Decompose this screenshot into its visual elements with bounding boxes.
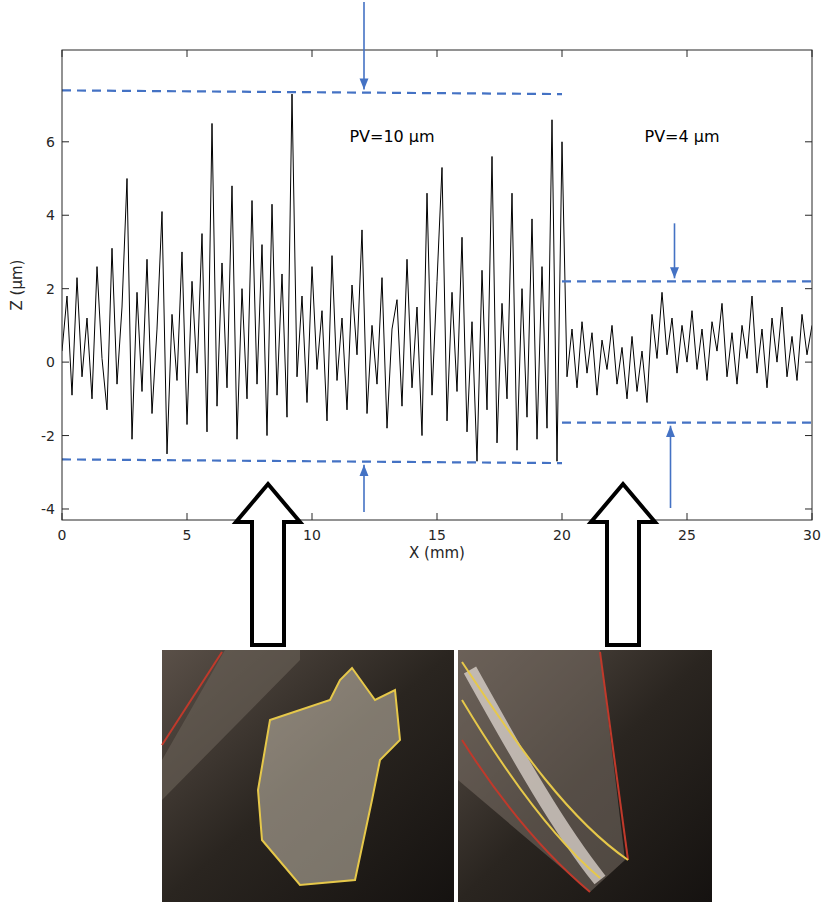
x-tick-label: 25 — [678, 527, 696, 543]
pointer-arrow — [363, 465, 365, 512]
y-tick — [805, 215, 812, 216]
annotation-background — [346, 126, 437, 147]
y-tick — [62, 141, 69, 142]
y-tick — [62, 435, 69, 436]
y-axis-label: Z (µm) — [8, 260, 26, 311]
micrograph-background — [162, 650, 454, 902]
x-tick-label: 30 — [803, 527, 821, 543]
pv-line — [62, 90, 562, 94]
x-tick — [562, 513, 563, 520]
y-tick — [62, 362, 69, 363]
y-tick — [805, 141, 812, 142]
x-tick-label: 5 — [183, 527, 192, 543]
x-tick — [687, 50, 688, 57]
x-tick-label: 20 — [553, 527, 571, 543]
pv-line — [62, 459, 562, 463]
tool-edge — [462, 740, 590, 892]
y-tick — [805, 288, 812, 289]
x-tick — [187, 50, 188, 57]
x-tick-label: 15 — [428, 527, 446, 543]
x-tick — [62, 513, 63, 520]
annotation-background — [641, 126, 722, 147]
x-tick — [812, 513, 813, 520]
y-tick — [62, 288, 69, 289]
wear-region — [258, 668, 400, 885]
x-tick — [562, 50, 563, 57]
plot-area — [62, 50, 812, 520]
pointer-arrow — [363, 2, 365, 90]
pv-line — [562, 280, 812, 282]
pv-line — [562, 422, 812, 424]
x-tick-label: 0 — [58, 527, 67, 543]
y-tick-label: -2 — [41, 428, 55, 444]
x-tick — [437, 50, 438, 57]
plot-frame — [62, 50, 812, 520]
x-tick — [62, 50, 63, 57]
x-tick — [687, 513, 688, 520]
x-tick — [812, 50, 813, 57]
y-tick-label: 4 — [46, 207, 55, 223]
y-tick — [62, 508, 69, 509]
pointer-arrow — [674, 223, 676, 278]
micrograph — [162, 650, 454, 902]
profile-line — [62, 94, 812, 461]
pv-annotation: PV=10 µm — [349, 127, 434, 146]
pointer-arrow — [670, 426, 672, 508]
y-tick — [805, 508, 812, 509]
wear-region — [462, 700, 600, 878]
data-group — [62, 94, 812, 461]
micrograph-background — [458, 650, 712, 902]
tool-edge — [600, 652, 628, 860]
tool-face — [458, 650, 625, 892]
micrograph — [458, 650, 712, 902]
pointer-big-arrow — [591, 484, 655, 645]
y-tick-label: 0 — [46, 354, 55, 370]
x-tick-label: 10 — [303, 527, 321, 543]
y-tick-label: 2 — [46, 281, 55, 297]
pointer-big-arrow — [236, 484, 300, 645]
y-tick — [805, 435, 812, 436]
x-tick — [312, 513, 313, 520]
pv-annotation: PV=4 µm — [644, 127, 719, 146]
tool-edge — [162, 652, 222, 745]
y-tick-label: 6 — [46, 134, 55, 150]
x-tick — [437, 513, 438, 520]
figure: 0 5 10 15 20 25 30 -4 -2 0 2 4 6 X (mm) Z (µm) PV=10 µm… — [0, 0, 825, 902]
x-tick — [312, 50, 313, 57]
y-tick — [62, 215, 69, 216]
x-tick — [187, 513, 188, 520]
wear-region — [462, 662, 628, 860]
y-tick-label: -4 — [41, 501, 55, 517]
y-tick — [805, 362, 812, 363]
reference-lines — [62, 90, 812, 463]
x-axis-label: X (mm) — [409, 544, 465, 562]
